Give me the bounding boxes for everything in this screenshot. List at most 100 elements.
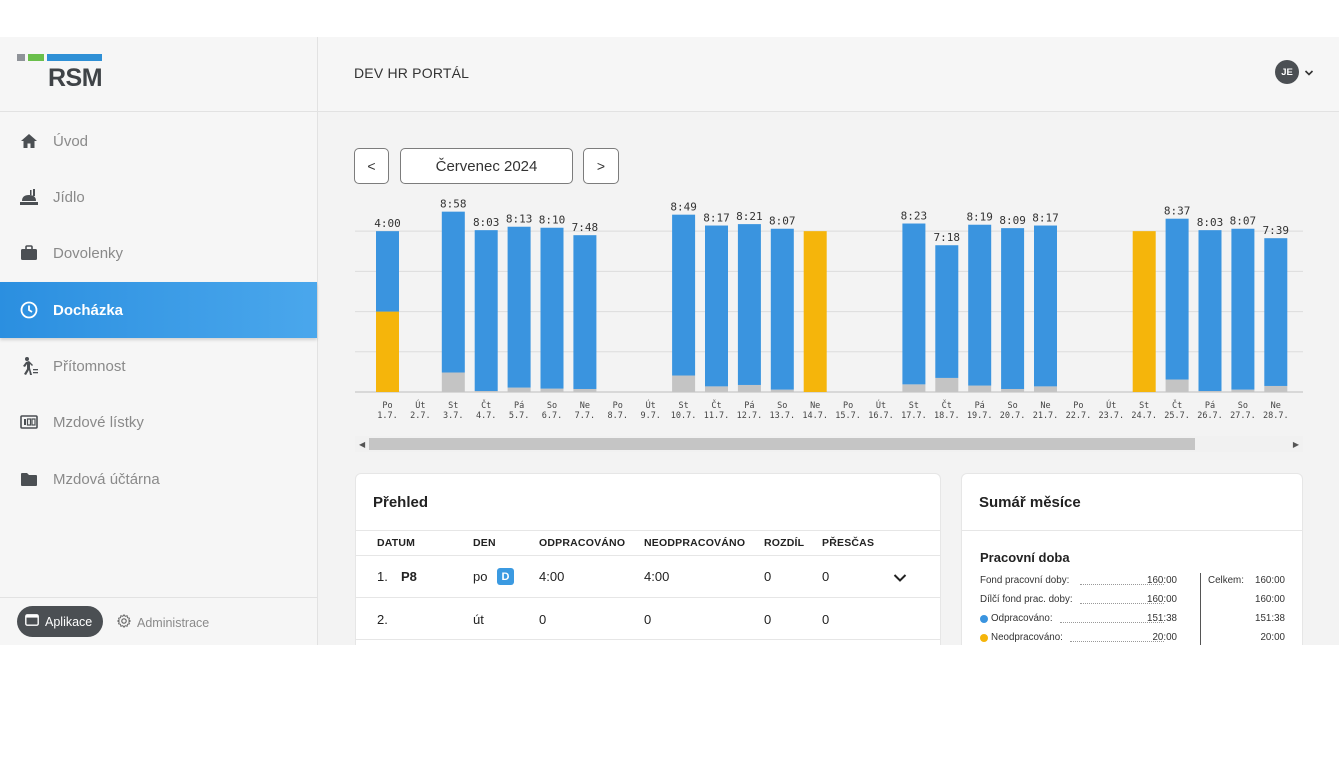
bar-value-label: 7:48 xyxy=(572,221,599,234)
x-tick-dow: Ne xyxy=(580,401,590,411)
x-tick-dow: Po xyxy=(1073,401,1083,411)
day-name: út xyxy=(473,612,484,627)
month-label[interactable]: Červenec 2024 xyxy=(400,148,573,184)
column-header[interactable]: DEN xyxy=(473,537,496,549)
row-number: 1. xyxy=(377,569,388,584)
bar-remainder xyxy=(1231,389,1255,392)
column-header[interactable]: NEODPRACOVÁNO xyxy=(644,537,746,549)
day-name: po xyxy=(473,569,488,584)
x-tick-date: 23.7. xyxy=(1099,411,1125,421)
sidebar-item-label: Docházka xyxy=(53,301,124,319)
bar-worked xyxy=(737,224,761,385)
bar-value-label: 8:07 xyxy=(1230,215,1257,228)
bar-absence xyxy=(1132,231,1156,392)
sidebar-item-pritomnost[interactable]: Přítomnost xyxy=(0,338,317,394)
sidebar-item-dovolenky[interactable]: Dovolenky xyxy=(0,225,317,281)
x-tick-date: 22.7. xyxy=(1066,411,1092,421)
chevron-down-icon[interactable] xyxy=(893,570,907,588)
user-avatar[interactable]: JE xyxy=(1275,60,1299,84)
apps-button[interactable]: Aplikace xyxy=(17,606,103,637)
x-tick-date: 16.7. xyxy=(868,411,894,421)
sidebar-item-label: Dovolenky xyxy=(53,244,124,262)
x-tick-date: 24.7. xyxy=(1131,411,1157,421)
scrollbar-thumb[interactable] xyxy=(369,438,1195,450)
panel-title: Přehled xyxy=(373,494,429,511)
briefcase-icon xyxy=(19,243,39,263)
chevron-down-icon[interactable] xyxy=(1304,64,1314,82)
person-running-icon xyxy=(19,356,39,376)
column-header[interactable]: ROZDÍL xyxy=(764,537,805,549)
logo-text: RSM xyxy=(48,64,103,92)
home-icon xyxy=(19,131,39,151)
logo-bar-blue xyxy=(47,54,102,61)
bar-remainder xyxy=(737,384,761,392)
dotted-leader xyxy=(1070,641,1164,642)
bar-worked xyxy=(573,235,597,389)
x-tick-dow: St xyxy=(1139,401,1149,411)
x-tick-dow: Pá xyxy=(975,401,985,411)
summary-label-wrap: Odpracováno: xyxy=(980,613,1053,624)
summary-label: Fond pracovní doby: xyxy=(980,575,1070,586)
sidebar-item-mzdova-uctarna[interactable]: Mzdová účtárna xyxy=(0,451,317,507)
shift-code: P8 xyxy=(401,569,417,584)
x-tick-dow: Čt xyxy=(1172,399,1182,411)
bar-value-label: 7:18 xyxy=(934,231,961,244)
bar-worked xyxy=(1001,228,1025,389)
column-header[interactable]: DATUM xyxy=(377,537,416,549)
x-tick-date: 15.7. xyxy=(835,411,861,421)
bar-worked xyxy=(1264,238,1288,386)
x-tick-date: 4.7. xyxy=(476,411,496,421)
summary-value: 151:38 xyxy=(1147,613,1177,624)
bar-value-label: 8:13 xyxy=(506,213,532,226)
x-tick-date: 18.7. xyxy=(934,411,960,421)
x-tick-dow: So xyxy=(777,401,787,411)
sidebar-item-uvod[interactable]: Úvod xyxy=(0,113,317,169)
chart-scrollbar[interactable]: ◀ ▶ xyxy=(355,436,1303,452)
divider xyxy=(356,597,940,598)
logo-bar-green xyxy=(28,54,44,61)
sidebar-footer: Aplikace Administrace xyxy=(0,597,317,645)
bar-absence xyxy=(803,231,827,392)
rsm-logo[interactable]: RSM xyxy=(0,37,317,112)
bar-value-label: 8:37 xyxy=(1164,205,1191,218)
x-tick-dow: Út xyxy=(415,399,425,411)
bar-remainder xyxy=(474,390,498,392)
x-tick-date: 1.7. xyxy=(377,411,397,421)
sidebar-item-dochazka[interactable]: Docházka xyxy=(0,282,317,338)
summary-label-wrap: Neodpracováno: xyxy=(980,632,1063,643)
chart-svg: 4:00Po1.7.Út2.7.8:58St3.7.8:03Čt4.7.8:13… xyxy=(355,198,1303,421)
x-tick-dow: Ne xyxy=(1040,401,1050,411)
x-tick-dow: Ne xyxy=(1271,401,1281,411)
bar-worked xyxy=(1034,225,1057,387)
sidebar-item-label: Přítomnost xyxy=(53,357,126,375)
bar-value-label: 8:19 xyxy=(966,211,993,224)
x-tick-dow: Pá xyxy=(744,401,754,411)
x-tick-date: 20.7. xyxy=(1000,411,1026,421)
unworked-value: 4:00 xyxy=(644,569,670,584)
column-header[interactable]: ODPRACOVÁNO xyxy=(539,537,626,549)
admin-link[interactable]: Administrace xyxy=(116,613,209,631)
sidebar-item-mzdove-listky[interactable]: Mzdové lístky xyxy=(0,394,317,450)
column-header[interactable]: PŘESČAS xyxy=(822,537,875,549)
scroll-right-icon[interactable]: ▶ xyxy=(1292,440,1299,449)
summary-total: 160:00 xyxy=(1255,594,1285,605)
bar-remainder xyxy=(672,375,696,392)
panel-title: Sumář měsíce xyxy=(979,494,1081,511)
x-tick-date: 11.7. xyxy=(704,411,730,421)
total-label: Celkem: xyxy=(1208,575,1244,586)
x-tick-dow: Pá xyxy=(514,401,524,411)
summary-total: 160:00 xyxy=(1255,575,1285,586)
x-tick-date: 14.7. xyxy=(802,411,828,421)
sidebar-item-jidlo[interactable]: Jídlo xyxy=(0,169,317,225)
apps-label: Aplikace xyxy=(45,614,93,629)
x-tick-date: 25.7. xyxy=(1164,411,1190,421)
next-month-button[interactable]: > xyxy=(583,148,619,184)
prev-month-button[interactable]: < xyxy=(354,148,389,184)
bar-value-label: 8:17 xyxy=(1032,212,1059,225)
payslip-icon xyxy=(19,412,39,432)
bar-value-label: 4:00 xyxy=(374,217,401,230)
bar-remainder xyxy=(705,386,728,392)
bar-worked xyxy=(474,230,498,391)
scroll-left-icon[interactable]: ◀ xyxy=(359,440,366,449)
divider xyxy=(356,639,940,640)
